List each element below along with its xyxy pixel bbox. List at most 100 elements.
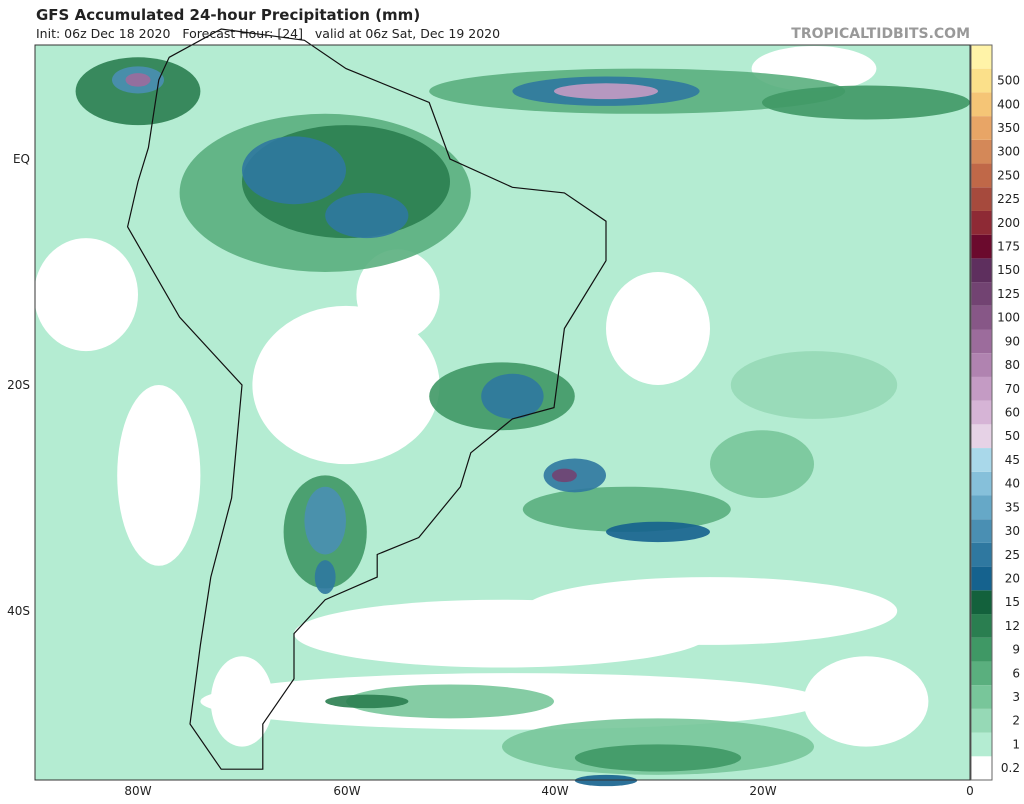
colorbar-cell: [971, 590, 992, 615]
precip-area: [481, 373, 544, 419]
colorbar-cell: [971, 282, 992, 306]
colorbar-cell: [971, 685, 992, 709]
colorbar-label: 80: [1005, 358, 1020, 372]
precip-area: [325, 192, 409, 239]
colorbar-label: 9: [1012, 643, 1020, 657]
colorbar-cell: [971, 661, 992, 686]
colorbar-cell: [971, 139, 992, 164]
colorbar-cell: [971, 210, 992, 235]
colorbar-label: 0.2: [1001, 761, 1020, 775]
dry-area: [356, 249, 440, 340]
colorbar-cell: [971, 187, 992, 211]
colorbar-cell: [971, 708, 992, 733]
colorbar-cell: [971, 566, 992, 591]
colorbar-cap: [971, 45, 992, 69]
colorbar-cell: [971, 353, 992, 377]
dry-area: [34, 238, 138, 352]
map-frame: [34, 44, 971, 781]
lon-label: 40W: [541, 784, 568, 798]
colorbar-label: 175: [997, 240, 1020, 254]
colorbar-label: 350: [997, 121, 1020, 135]
colorbar-cell: [971, 614, 992, 638]
colorbar-cell: [971, 234, 992, 259]
precip-area: [242, 136, 346, 205]
lon-label: 80W: [124, 784, 151, 798]
lat-label: 40S: [7, 604, 30, 618]
precip-area: [522, 486, 731, 532]
colorbar-label: 125: [997, 287, 1020, 301]
coastline: [126, 28, 607, 770]
subtitle: Init: 06z Dec 18 2020 Forecast Hour: [24…: [36, 26, 500, 41]
lon-label: 20W: [749, 784, 776, 798]
precip-area: [730, 351, 898, 419]
colorbar-cell: [971, 637, 992, 662]
precip-area: [710, 430, 814, 498]
colorbar-label: 40: [1005, 477, 1020, 491]
colorbar-cell: [971, 305, 992, 330]
colorbar-cell: [971, 92, 992, 117]
colorbar-label: 200: [997, 216, 1020, 230]
colorbar-label: 300: [997, 145, 1020, 159]
lat-label: EQ: [13, 152, 30, 166]
colorbar-cell: [971, 376, 992, 401]
dry-area: [522, 577, 898, 645]
colorbar-cell: [971, 448, 992, 472]
dry-area: [606, 272, 710, 385]
colorbar-label: 250: [997, 168, 1020, 182]
colorbar-label: 2: [1012, 714, 1020, 728]
lon-label: 0: [966, 784, 974, 798]
colorbar-label: 90: [1005, 334, 1020, 348]
precip-area: [125, 73, 151, 87]
colorbar-label: 12: [1005, 619, 1020, 633]
colorbar-cell: [971, 471, 992, 496]
colorbar-label: 35: [1005, 500, 1020, 514]
colorbar-label: 70: [1005, 382, 1020, 396]
precip-area: [325, 694, 409, 709]
colorbar-cell: [971, 756, 992, 780]
precip-area: [314, 560, 336, 595]
colorbar-label: 225: [997, 192, 1020, 206]
colorbar-cell: [971, 732, 992, 757]
dry-area: [803, 656, 929, 747]
colorbar-label: 1: [1012, 737, 1020, 751]
colorbar-cell: [971, 68, 992, 93]
precip-area: [606, 521, 710, 543]
watermark: TROPICALTIDBITS.COM: [791, 26, 970, 42]
precip-area: [574, 744, 742, 772]
colorbar-label: 400: [997, 97, 1020, 111]
precip-area: [304, 486, 347, 555]
map: [34, 28, 970, 787]
colorbar-cell: [971, 258, 992, 283]
colorbar-label: 100: [997, 311, 1020, 325]
colorbar-label: 15: [1005, 595, 1020, 609]
colorbar-cell: [971, 424, 992, 449]
colorbar-cell: [971, 542, 992, 567]
colorbar-cell: [971, 495, 992, 520]
lat-label: 20S: [7, 378, 30, 392]
precip-area: [551, 468, 577, 483]
colorbar-label: 3: [1012, 690, 1020, 704]
dry-area: [252, 305, 440, 465]
dry-area: [117, 385, 201, 566]
colorbar-label: 25: [1005, 548, 1020, 562]
lon-label: 60W: [333, 784, 360, 798]
colorbar-cell: [971, 519, 992, 543]
precip-area: [762, 85, 970, 120]
colorbar-frame: [970, 44, 993, 781]
colorbar-label: 20: [1005, 571, 1020, 585]
colorbar: 0.21236912152025303540455060708090100125…: [970, 44, 1020, 781]
precip-area: [554, 83, 658, 100]
colorbar-label: 50: [1005, 429, 1020, 443]
title: GFS Accumulated 24-hour Precipitation (m…: [36, 6, 420, 24]
colorbar-cell: [971, 329, 992, 354]
colorbar-label: 45: [1005, 453, 1020, 467]
colorbar-label: 500: [997, 74, 1020, 88]
precip-area: [346, 684, 554, 719]
colorbar-label: 30: [1005, 524, 1020, 538]
colorbar-label: 150: [997, 263, 1020, 277]
colorbar-label: 60: [1005, 406, 1020, 420]
colorbar-label: 6: [1012, 666, 1020, 680]
colorbar-cell: [971, 163, 992, 188]
colorbar-cell: [971, 116, 992, 140]
